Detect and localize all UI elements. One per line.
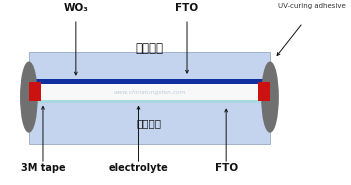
Bar <box>29 84 270 101</box>
Bar <box>29 82 41 101</box>
Ellipse shape <box>262 62 278 132</box>
Text: 玻璃基底: 玻璃基底 <box>135 42 164 55</box>
Text: 玻璃基底: 玻璃基底 <box>137 118 162 128</box>
Text: FTO: FTO <box>214 163 238 173</box>
Ellipse shape <box>21 62 37 132</box>
Bar <box>29 52 270 115</box>
Bar <box>258 82 270 101</box>
Text: 3M tape: 3M tape <box>21 163 65 173</box>
Text: WO₃: WO₃ <box>64 4 88 14</box>
Bar <box>29 79 270 84</box>
Bar <box>29 100 270 103</box>
Text: electrolyte: electrolyte <box>108 163 168 173</box>
Text: UV-curing adhesive: UV-curing adhesive <box>278 4 346 9</box>
Text: FTO: FTO <box>176 4 199 14</box>
Text: www.chinatungsten.com: www.chinatungsten.com <box>113 90 186 95</box>
Bar <box>29 98 270 144</box>
